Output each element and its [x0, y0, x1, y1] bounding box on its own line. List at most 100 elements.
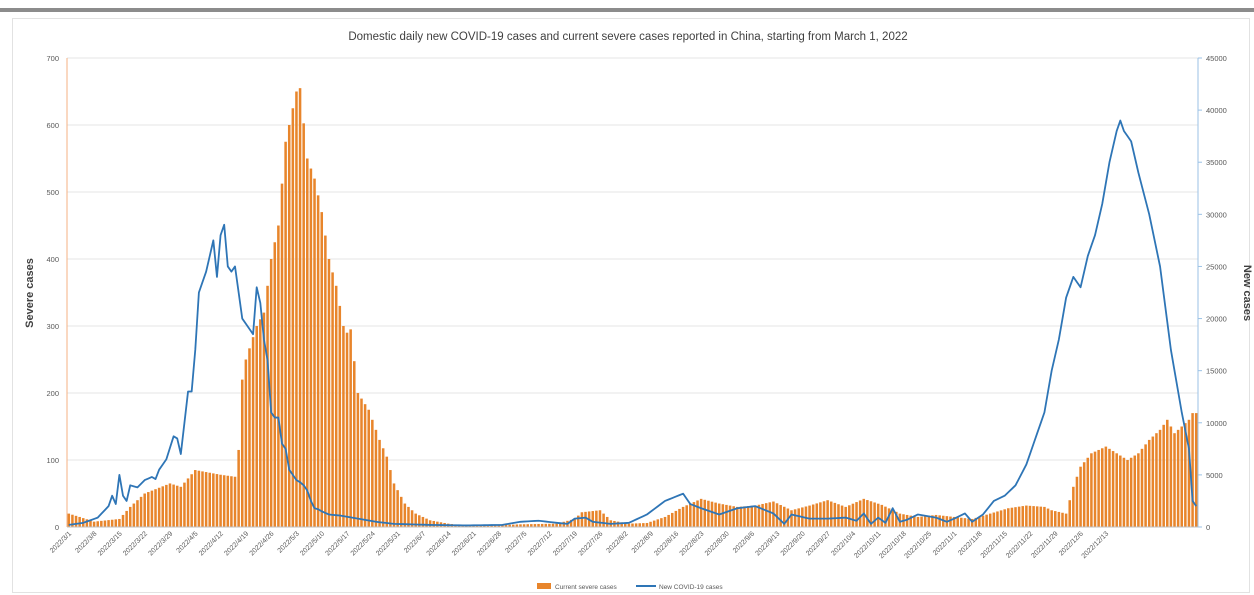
- severe-cases-bar: [858, 500, 862, 527]
- y-left-tick-label: 400: [46, 255, 59, 264]
- severe-cases-bar: [269, 259, 273, 527]
- severe-cases-bar: [266, 285, 269, 527]
- severe-cases-bar: [1187, 419, 1191, 527]
- severe-cases-bar: [190, 474, 193, 527]
- severe-cases-bar: [620, 522, 623, 527]
- severe-cases-bar: [298, 88, 302, 528]
- severe-cases-bar: [551, 523, 555, 527]
- severe-cases-bar: [985, 514, 988, 527]
- y-left-tick-label: 500: [46, 188, 59, 197]
- severe-cases-bar: [392, 483, 396, 527]
- severe-cases-bar: [580, 512, 584, 527]
- x-tick-label: 2022/7/19: [552, 530, 579, 557]
- severe-cases-bar: [403, 503, 407, 527]
- severe-cases-bar: [1035, 506, 1039, 527]
- x-tick-label: 2022/4/5: [175, 530, 199, 554]
- severe-cases-bar: [833, 502, 837, 527]
- severe-cases-bar: [100, 520, 103, 527]
- severe-cases-bar: [432, 520, 436, 527]
- severe-cases-bar: [165, 484, 168, 527]
- severe-cases-bar: [750, 505, 754, 527]
- severe-cases-bar: [895, 511, 898, 527]
- severe-cases-bar: [768, 502, 772, 527]
- severe-cases-bar: [291, 108, 295, 527]
- severe-cases-bar: [941, 515, 945, 527]
- severe-cases-bar: [1046, 508, 1050, 527]
- severe-cases-bar: [1140, 448, 1144, 527]
- severe-cases-bar: [761, 503, 764, 527]
- severe-cases-bar: [634, 523, 638, 527]
- severe-cases-bar: [544, 523, 548, 527]
- severe-cases-bar: [208, 472, 211, 527]
- severe-cases-bar: [1191, 413, 1194, 527]
- x-tick-label: 2022/4/12: [198, 530, 225, 557]
- severe-cases-bar: [569, 519, 573, 527]
- severe-cases-bar: [797, 508, 800, 527]
- severe-cases-bar: [793, 509, 797, 527]
- severe-cases-bar: [707, 500, 710, 527]
- severe-cases-bar: [78, 516, 81, 527]
- severe-cases-bar: [172, 484, 175, 527]
- severe-cases-bar: [891, 510, 894, 527]
- severe-cases-bar: [194, 470, 197, 527]
- severe-cases-bar: [522, 524, 526, 527]
- x-tick-label: 2022/9/13: [754, 530, 781, 557]
- severe-cases-bar: [1068, 500, 1071, 527]
- severe-cases-bar: [1173, 433, 1176, 527]
- severe-cases-bar: [255, 326, 258, 527]
- severe-cases-bar: [1007, 508, 1010, 527]
- severe-cases-bar: [309, 168, 313, 528]
- severe-cases-bar: [110, 519, 114, 527]
- x-tick-label: 2022/3/8: [74, 530, 98, 554]
- severe-cases-bar: [179, 486, 183, 527]
- severe-cases-bar: [273, 242, 277, 527]
- severe-cases-bar: [728, 505, 732, 527]
- x-tick-label: 2022/9/27: [805, 530, 832, 557]
- severe-cases-bar: [1176, 429, 1180, 527]
- y-right-tick-label: 0: [1206, 523, 1210, 532]
- severe-cases-bar: [201, 471, 204, 527]
- severe-cases-bar: [421, 516, 425, 527]
- severe-cases-bar: [829, 501, 833, 527]
- severe-cases-bar: [508, 524, 511, 527]
- severe-cases-bar: [1082, 462, 1086, 527]
- severe-cases-bar: [631, 523, 634, 527]
- y-right-tick-label: 15000: [1206, 367, 1227, 376]
- y-right-tick-label: 25000: [1206, 262, 1227, 271]
- severe-cases-bar: [1025, 505, 1028, 527]
- severe-cases-bar: [703, 499, 707, 527]
- severe-cases-bar: [143, 493, 146, 527]
- severe-cases-bar: [1158, 429, 1162, 527]
- severe-cases-bar: [1115, 453, 1118, 527]
- x-tick-label: 2022/8/23: [679, 530, 706, 557]
- severe-cases-bar: [204, 472, 208, 527]
- severe-cases-bar: [876, 503, 880, 527]
- severe-cases-bar: [692, 502, 696, 527]
- severe-cases-bar: [804, 506, 808, 527]
- severe-cases-bar: [511, 524, 515, 527]
- severe-cases-bar: [389, 470, 392, 527]
- x-tick-label: 2022/5/31: [375, 530, 402, 557]
- severe-cases-bar: [988, 513, 992, 527]
- severe-cases-bar: [916, 516, 920, 527]
- severe-cases-bar: [67, 513, 71, 527]
- severe-cases-bar: [537, 523, 540, 527]
- severe-cases-bar: [428, 520, 432, 527]
- y-left-tick-label: 600: [46, 121, 59, 130]
- severe-cases-bar: [866, 500, 869, 527]
- severe-cases-bar: [920, 516, 923, 527]
- severe-cases-bar: [978, 516, 981, 527]
- severe-cases-bar: [660, 518, 663, 527]
- severe-cases-bar: [345, 332, 349, 527]
- severe-cases-bar: [515, 524, 519, 527]
- severe-cases-bar: [649, 521, 652, 527]
- x-tick-label: 2022/6/7: [403, 530, 427, 554]
- severe-cases-bar: [848, 505, 851, 527]
- severe-cases-bar: [1090, 453, 1093, 527]
- severe-cases-bar: [1028, 505, 1032, 527]
- new-cases-line: [68, 119, 1197, 527]
- severe-cases-bar: [128, 506, 132, 527]
- severe-cases-bar: [775, 503, 779, 527]
- severe-cases-bar: [233, 476, 237, 527]
- severe-cases-bar: [407, 506, 410, 527]
